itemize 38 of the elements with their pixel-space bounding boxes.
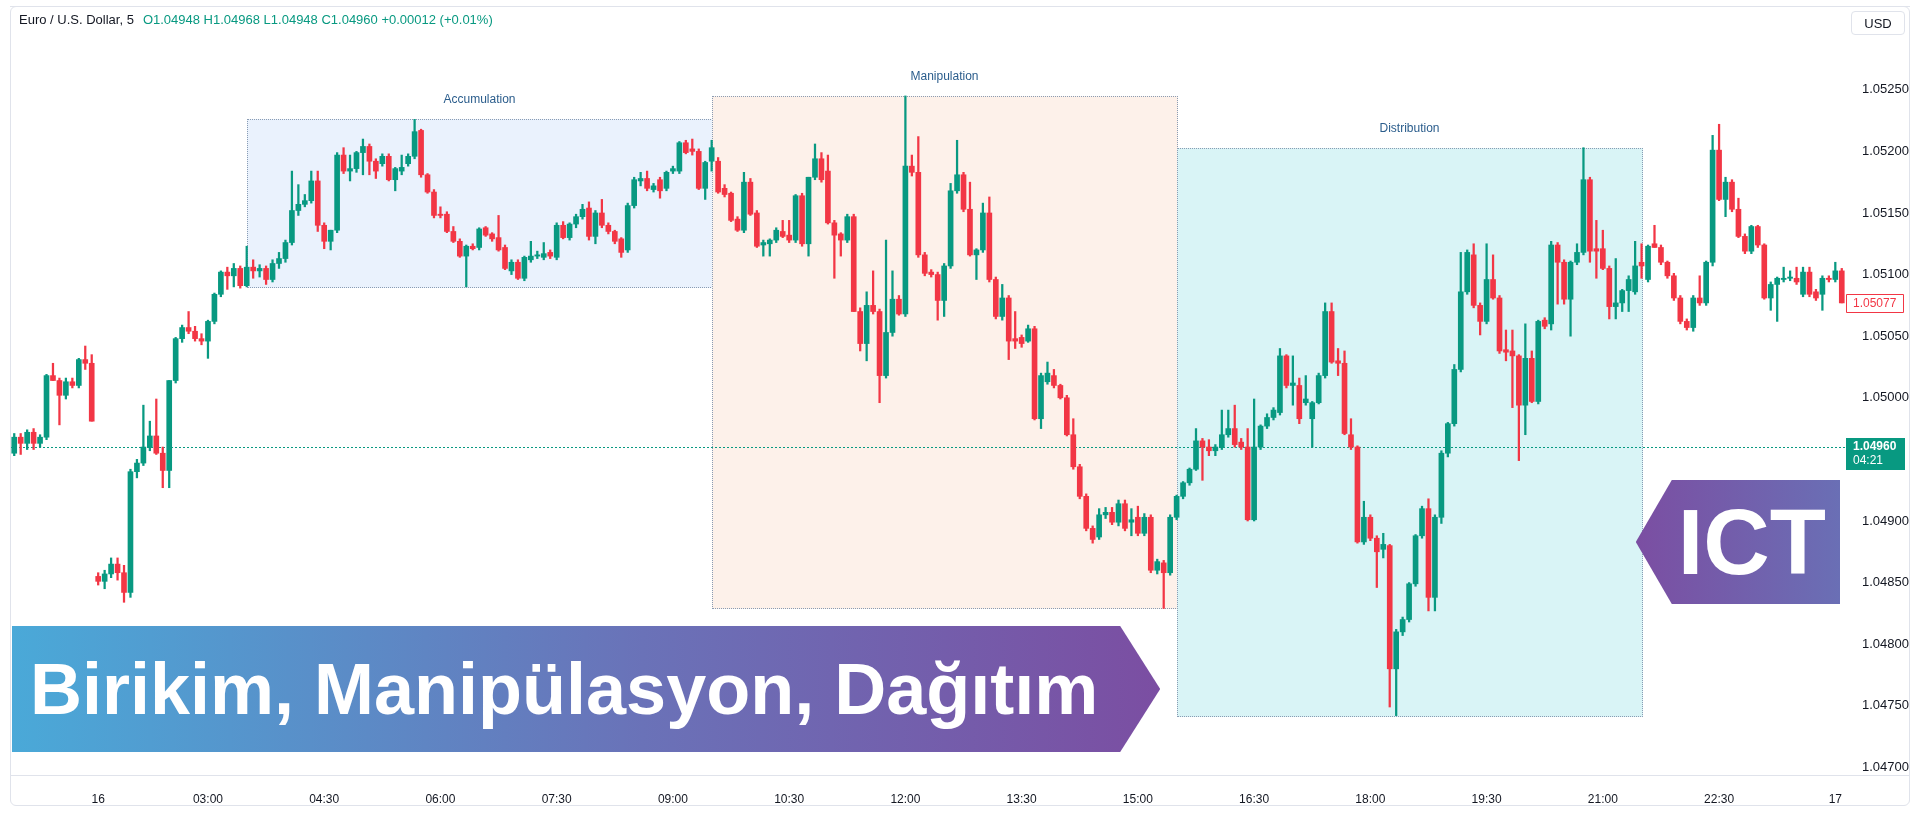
annotation: Distribution — [1379, 121, 1440, 135]
annotation: Accumulation — [443, 92, 516, 106]
y-tick-label: 1.05150 — [1862, 204, 1909, 220]
x-tick-label: 22:30 — [1704, 791, 1735, 806]
text: 1.05077 — [1853, 296, 1897, 311]
ref-line-label: 1.04960 04:21 — [1853, 439, 1897, 468]
y-tick-label: 1.04800 — [1862, 635, 1909, 651]
y-tick-label: 1.05250 — [1862, 81, 1909, 97]
y-axis-title: USD — [1851, 11, 1905, 35]
x-tick-label: 17 — [1828, 791, 1843, 806]
y-tick-label: 1.04750 — [1862, 697, 1909, 713]
x-tick-label: 16:30 — [1239, 791, 1270, 806]
text: ICT — [1635, 480, 1840, 604]
candlestick — [1128, 508, 1135, 537]
annotation: Euro / U.S. Dollar, 5 — [19, 12, 134, 27]
x-tick-label: 12:00 — [890, 791, 921, 806]
x-tick-label: 06:00 — [425, 791, 456, 806]
y-tick-label: 1.05000 — [1862, 389, 1909, 405]
x-tick-label: 16 — [91, 791, 106, 806]
y-tick-label: 1.05050 — [1862, 327, 1909, 343]
x-tick-label: 15:00 — [1122, 791, 1154, 806]
x-tick-label: 13:30 — [1006, 791, 1037, 806]
y-tick-label: 1.05200 — [1862, 142, 1909, 158]
y-tick-label: 1.04900 — [1862, 512, 1909, 528]
text: Birikim, Manipülasyon, Dağıtım — [12, 626, 1161, 752]
x-tick-label: 21:00 — [1587, 791, 1619, 806]
x-tick-label: 09:00 — [657, 791, 689, 806]
y-tick-label: 1.05100 — [1862, 266, 1909, 282]
annotation: O1.04948 H1.04968 L1.04948 C1.04960 +0.00012 (+0.01%) — [142, 12, 493, 27]
x-tick-label: 18:00 — [1355, 791, 1386, 806]
x-tick-label: 03:00 — [192, 791, 224, 806]
x-tick-label: 19:30 — [1471, 791, 1502, 806]
annotation: Manipulation — [910, 69, 979, 83]
y-tick-label: 1.04850 — [1862, 574, 1909, 590]
x-tick-label: 10:30 — [774, 791, 805, 806]
x-tick-label: 07:30 — [541, 791, 573, 806]
y-tick-label: 1.04700 — [1862, 758, 1909, 774]
x-tick-label: 04:30 — [309, 791, 340, 806]
